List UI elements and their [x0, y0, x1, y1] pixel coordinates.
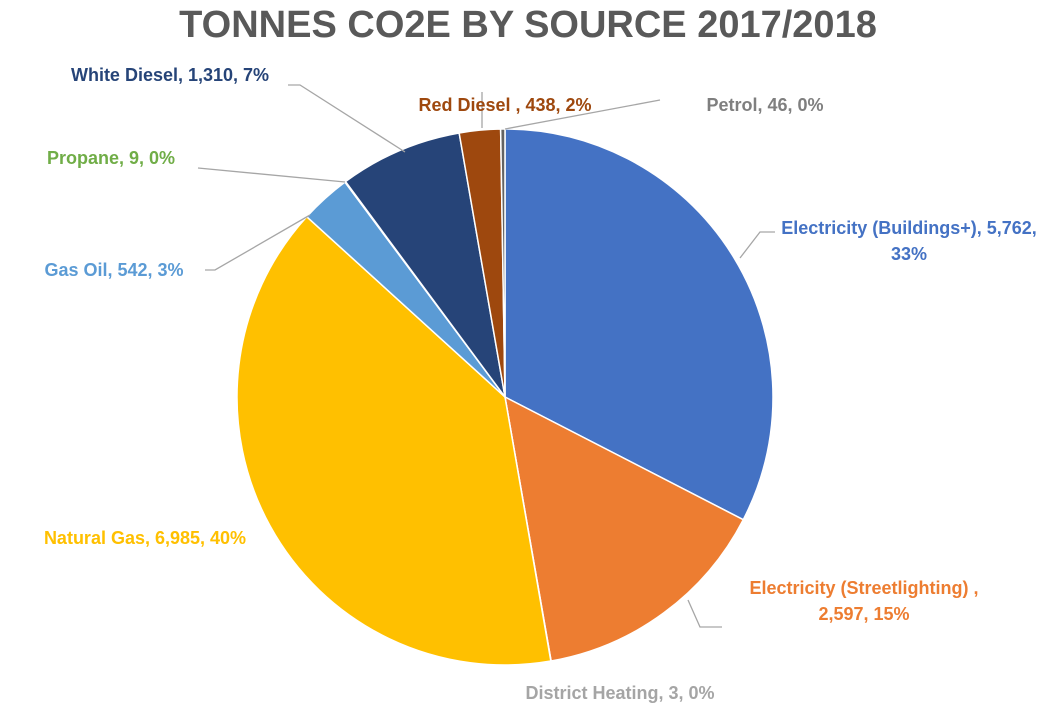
- data-label: Electricity (Streetlighting) , 2,597, 15…: [749, 578, 979, 624]
- leader-line: [739, 231, 775, 259]
- leader-line: [687, 599, 722, 628]
- data-label: Natural Gas, 6,985, 40%: [43, 528, 247, 548]
- pie-slice: [504, 128, 774, 521]
- leader-line: [197, 167, 346, 183]
- pie-slice: [499, 128, 506, 398]
- leader-line: [504, 99, 661, 130]
- pie-slice: [344, 132, 506, 398]
- data-label: Propane, 9, 0%: [46, 148, 176, 168]
- data-label: Petrol, 46, 0%: [706, 95, 824, 115]
- pie-slice: [236, 215, 552, 666]
- leader-line: [205, 214, 311, 271]
- chart-title: TONNES CO2E BY SOURCE 2017/2018: [179, 4, 877, 46]
- data-label: Gas Oil, 542, 3%: [44, 260, 184, 280]
- pie-slice: [504, 395, 745, 662]
- data-label: Red Diesel , 438, 2%: [418, 95, 592, 115]
- data-label: White Diesel, 1,310, 7%: [70, 65, 270, 85]
- data-label: Electricity (Buildings+), 5,762, 33%: [781, 218, 1037, 264]
- leader-line: [288, 84, 406, 153]
- data-label: District Heating, 3, 0%: [525, 683, 715, 703]
